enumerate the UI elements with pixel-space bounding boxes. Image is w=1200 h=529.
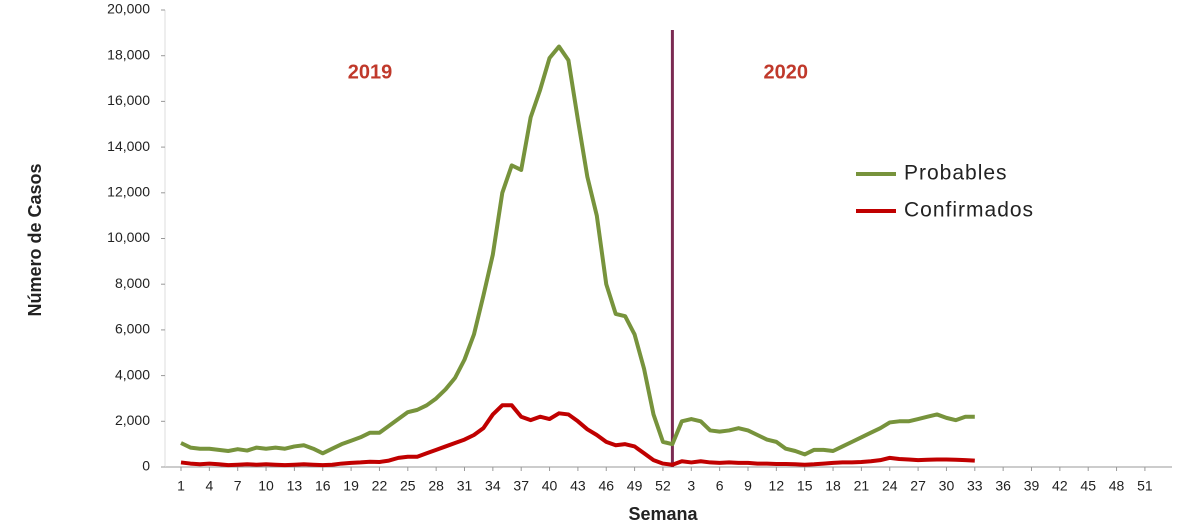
x-tick-label: 22 <box>372 478 388 494</box>
y-tick-label: 14,000 <box>107 138 150 154</box>
x-tick-label: 45 <box>1080 478 1096 494</box>
x-tick-label: 6 <box>716 478 724 494</box>
x-tick-label: 19 <box>343 478 359 494</box>
y-tick-label: 0 <box>142 458 150 474</box>
x-tick-label: 18 <box>825 478 841 494</box>
x-axis-title: Semana <box>628 504 698 524</box>
year-annotation: 2020 <box>764 61 809 83</box>
x-tick-label: 27 <box>910 478 926 494</box>
x-tick-label: 7 <box>234 478 242 494</box>
x-tick-label: 28 <box>428 478 444 494</box>
x-tick-label: 30 <box>939 478 955 494</box>
x-tick-label: 33 <box>967 478 983 494</box>
x-tick-label: 3 <box>687 478 695 494</box>
x-tick-label: 51 <box>1137 478 1153 494</box>
x-tick-label: 46 <box>598 478 614 494</box>
x-tick-label: 37 <box>513 478 529 494</box>
x-tick-label: 9 <box>744 478 752 494</box>
y-tick-label: 6,000 <box>115 321 150 337</box>
x-tick-label: 4 <box>205 478 213 494</box>
y-axis-title: Número de Casos <box>25 163 45 316</box>
series-line <box>180 403 975 468</box>
series-line <box>180 44 975 457</box>
legend-label: Confirmados <box>904 199 1034 222</box>
legend-label: Probables <box>904 162 1008 185</box>
x-tick-label: 16 <box>315 478 331 494</box>
x-tick-label: 52 <box>655 478 671 494</box>
x-tick-label: 15 <box>797 478 813 494</box>
x-tick-label: 36 <box>995 478 1011 494</box>
x-tick-label: 13 <box>287 478 303 494</box>
x-tick-label: 25 <box>400 478 416 494</box>
y-tick-label: 20,000 <box>107 1 150 17</box>
x-tick-label: 42 <box>1052 478 1068 494</box>
x-tick-label: 34 <box>485 478 501 494</box>
x-tick-label: 12 <box>769 478 785 494</box>
y-tick-label: 4,000 <box>115 366 150 382</box>
x-tick-label: 40 <box>542 478 558 494</box>
x-tick-label: 1 <box>177 478 185 494</box>
x-tick-label: 39 <box>1024 478 1040 494</box>
x-tick-label: 31 <box>457 478 473 494</box>
x-tick-label: 43 <box>570 478 586 494</box>
y-tick-label: 12,000 <box>107 184 150 200</box>
x-tick-label: 21 <box>854 478 870 494</box>
y-tick-label: 2,000 <box>115 412 150 428</box>
y-tick-label: 18,000 <box>107 46 150 62</box>
x-tick-label: 24 <box>882 478 898 494</box>
x-tick-label: 48 <box>1109 478 1125 494</box>
x-tick-label: 49 <box>627 478 643 494</box>
y-tick-label: 16,000 <box>107 92 150 108</box>
y-tick-label: 8,000 <box>115 275 150 291</box>
y-tick-label: 10,000 <box>107 229 150 245</box>
year-annotation: 2019 <box>348 61 393 83</box>
x-tick-label: 10 <box>258 478 274 494</box>
